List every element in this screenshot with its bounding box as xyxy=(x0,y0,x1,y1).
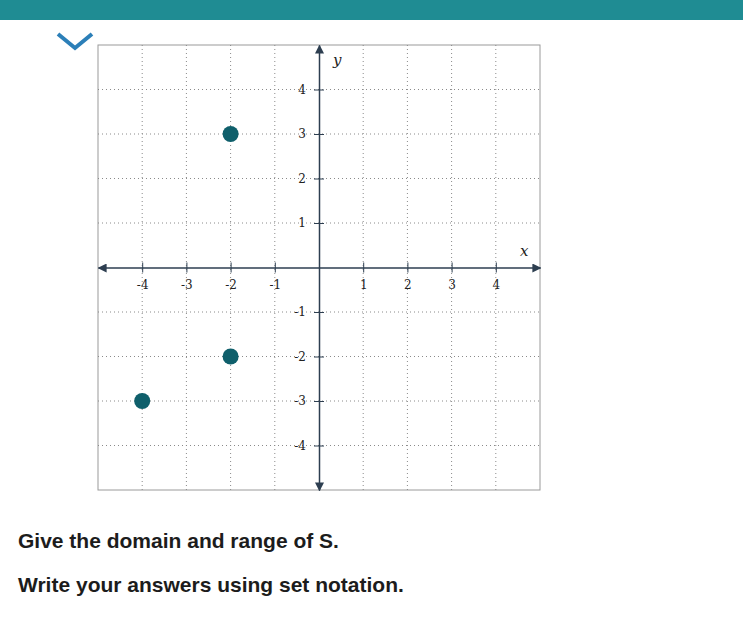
canvas: -4 -3 -2 -1 1 2 3 4 -4 -3 -2 -1 1 2 3 4 x y Give the domai… xyxy=(0,0,743,641)
x-tick: 4 xyxy=(492,263,500,293)
x-tick-label: -2 xyxy=(225,278,237,292)
x-tick-mark xyxy=(275,263,276,273)
y-tick-mark xyxy=(314,134,324,135)
y-tick-label: 4 xyxy=(298,83,306,97)
points xyxy=(134,126,238,409)
prompt-line: Write your answers using set notation. xyxy=(18,573,404,596)
x-tick-mark xyxy=(407,263,408,273)
y-tick-label: -4 xyxy=(294,439,306,453)
x-tick: -3 xyxy=(181,263,193,293)
y-axis: -4 -3 -2 -1 1 2 3 4 xyxy=(294,46,324,491)
y-tick-label: -1 xyxy=(294,305,306,319)
y-tick-label: 2 xyxy=(298,172,306,186)
y-tick-mark xyxy=(314,90,324,91)
x-tick: -4 xyxy=(137,263,149,293)
grid xyxy=(98,45,540,490)
y-tick-mark xyxy=(314,312,324,313)
x-tick-mark xyxy=(142,263,143,273)
y-tick: 3 xyxy=(298,127,324,141)
x-tick-label: 4 xyxy=(492,278,500,292)
point xyxy=(223,126,239,142)
x-tick-label: -4 xyxy=(137,278,149,292)
x-tick-mark xyxy=(452,263,453,273)
x-tick: -2 xyxy=(225,263,237,293)
x-tick-label: 3 xyxy=(448,278,456,292)
y-tick: -4 xyxy=(294,439,324,453)
y-tick-mark xyxy=(314,223,324,224)
prompt-line: Give the domain and range of S. xyxy=(18,529,339,552)
x-tick-mark xyxy=(231,263,232,273)
x-tick-label: -3 xyxy=(181,278,193,292)
x-tick: 2 xyxy=(404,263,412,293)
x-tick: 1 xyxy=(360,263,368,293)
top-banner xyxy=(0,0,743,20)
x-tick: -1 xyxy=(269,263,281,293)
y-tick: -3 xyxy=(294,394,324,408)
y-axis-line xyxy=(319,46,321,491)
point xyxy=(134,393,150,409)
point xyxy=(223,349,239,365)
chevron[interactable] xyxy=(58,34,92,48)
x-tick-mark xyxy=(496,263,497,273)
y-axis-label: y xyxy=(332,51,342,69)
plot-frame xyxy=(98,45,540,490)
y-tick: 1 xyxy=(298,216,324,230)
y-tick-mark xyxy=(314,179,324,180)
y-tick-label: -3 xyxy=(294,394,306,408)
y-tick: -2 xyxy=(294,350,324,364)
y-tick-label: -2 xyxy=(294,350,306,364)
y-tick-mark xyxy=(314,357,324,358)
x-tick: 3 xyxy=(448,263,456,293)
x-tick-label: 1 xyxy=(360,278,368,292)
y-tick: -1 xyxy=(294,305,324,319)
x-tick-label: 2 xyxy=(404,278,412,292)
y-tick: 2 xyxy=(298,172,324,186)
y-tick-label: 3 xyxy=(298,127,306,141)
y-tick-label: 1 xyxy=(298,216,306,230)
y-tick-mark xyxy=(314,401,324,402)
x-tick-label: -1 xyxy=(269,278,281,292)
x-tick-mark xyxy=(363,263,364,273)
x-axis-label: x xyxy=(520,242,529,260)
y-tick-mark xyxy=(314,446,324,447)
y-tick: 4 xyxy=(298,83,324,97)
x-tick-mark xyxy=(186,263,187,273)
